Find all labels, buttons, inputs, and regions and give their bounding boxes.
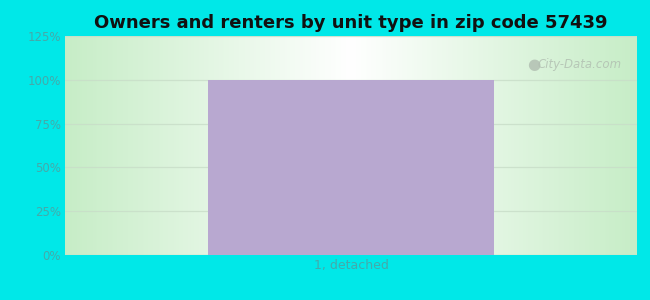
Text: ●: ●: [527, 57, 541, 72]
Bar: [208, 80, 494, 255]
Text: City-Data.com: City-Data.com: [538, 58, 622, 71]
Title: Owners and renters by unit type in zip code 57439: Owners and renters by unit type in zip c…: [94, 14, 608, 32]
